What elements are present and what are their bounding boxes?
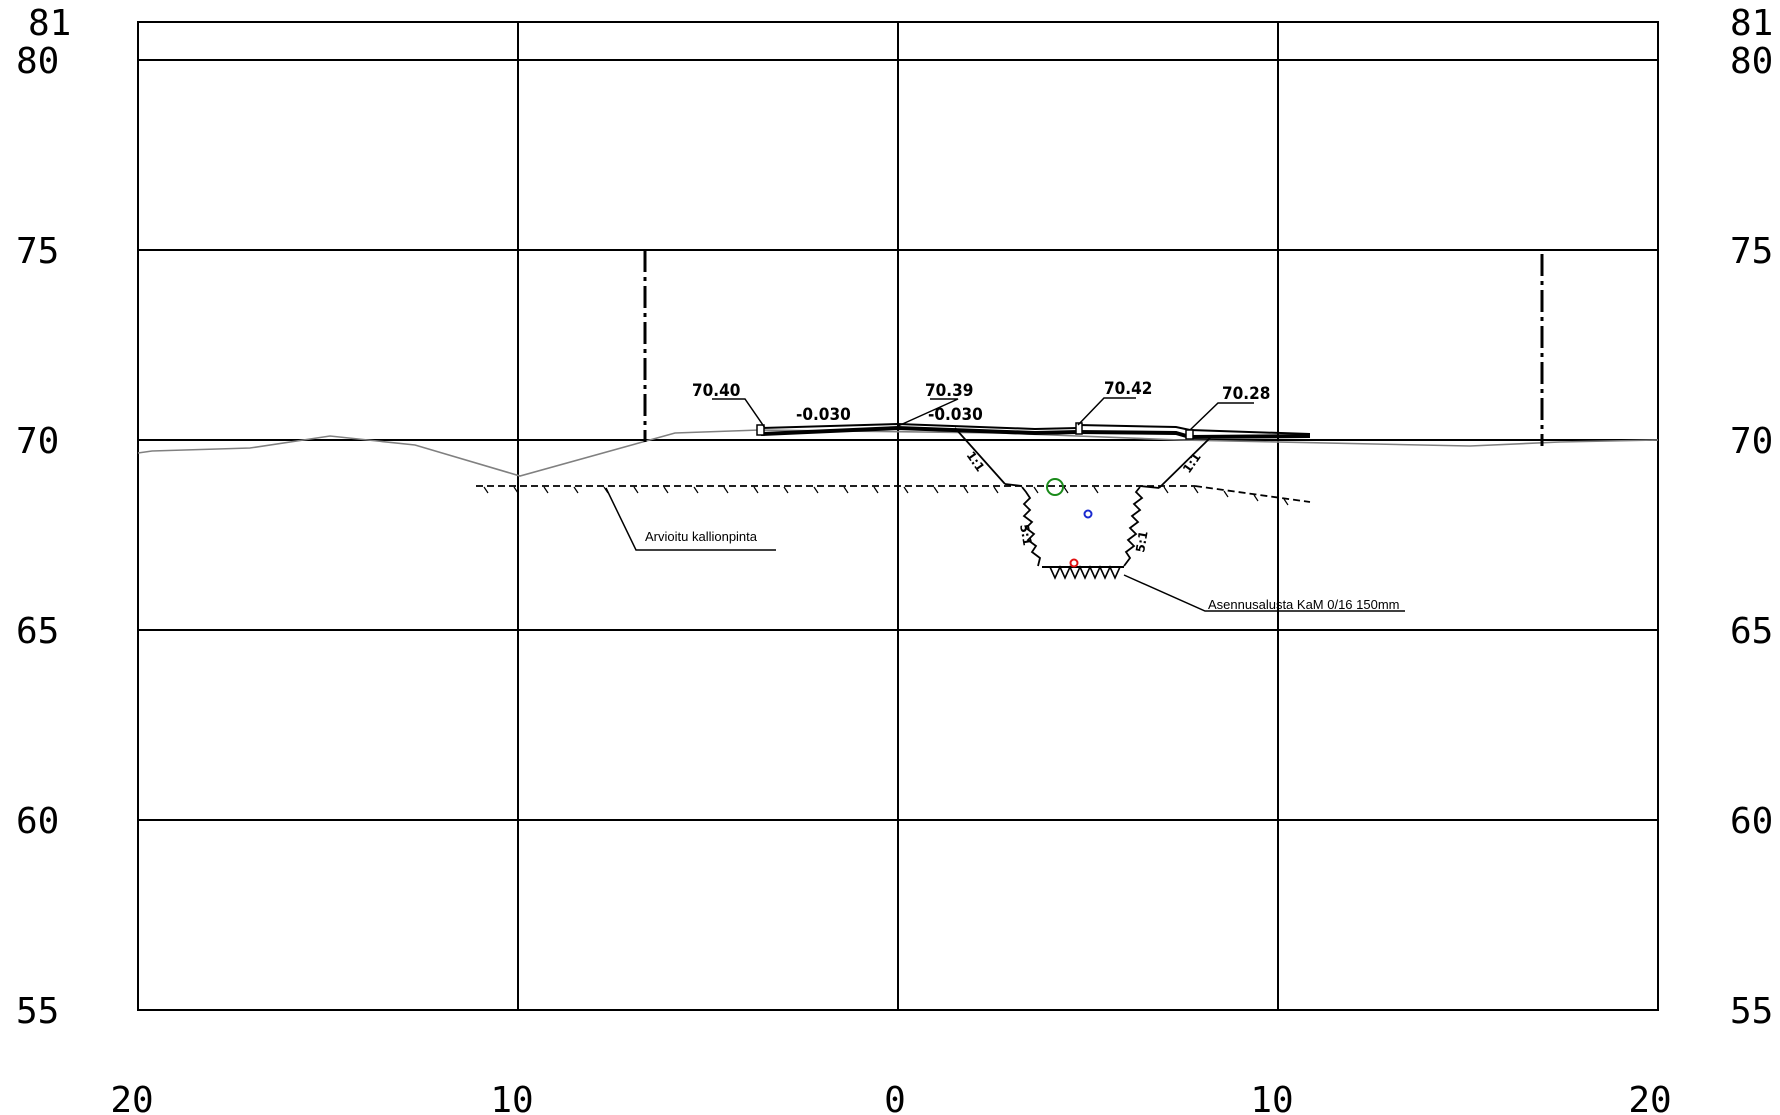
- y-tick-65-left: 65: [16, 611, 59, 652]
- y-tick-60-right: 60: [1730, 801, 1773, 842]
- elevation-label-right-curb: 70.42: [1077, 379, 1152, 426]
- curb-left-marker: [756, 424, 765, 436]
- y-tick-80-right: 80: [1730, 41, 1773, 82]
- curb-edge-marker: [1185, 429, 1194, 440]
- y-tick-81-left: 81: [28, 3, 71, 44]
- rock-surface-label: Arvioitu kallionpinta: [645, 529, 758, 544]
- x-tick-20-left: 20: [110, 1080, 153, 1115]
- elevation-label-center: 70.39: [897, 381, 973, 427]
- elevation-70-39: 70.39: [925, 381, 973, 401]
- trench-left-wall: [1021, 486, 1042, 567]
- y-tick-60-left: 60: [16, 801, 59, 842]
- crossfall-left: -0.030: [796, 405, 851, 425]
- elevation-label-right-edge: 70.28: [1189, 384, 1270, 431]
- x-tick-0: 0: [884, 1080, 906, 1115]
- y-tick-75-right: 75: [1730, 231, 1773, 272]
- y-axis-left: 81 80 75 70 65 60 55: [16, 3, 71, 1032]
- rock-surface-line-right: [1194, 485, 1311, 503]
- annotation-bedding: Asennusalusta KaM 0/16 150mm: [1123, 574, 1405, 612]
- crossfall-right: -0.030: [928, 405, 983, 425]
- elevation-label-left: 70.40: [692, 381, 766, 429]
- pipe-red: [1069, 558, 1079, 568]
- pipe-trench: [954, 427, 1211, 580]
- elevation-70-40: 70.40: [692, 381, 740, 401]
- y-tick-75-left: 75: [16, 231, 59, 272]
- y-tick-70-left: 70: [16, 421, 59, 462]
- x-tick-10-left: 10: [490, 1080, 533, 1115]
- pipe-blue: [1083, 509, 1093, 519]
- pipe-green: [1046, 478, 1064, 496]
- slope-trench-right: 5:1: [1133, 530, 1151, 554]
- bedding-label: Asennusalusta KaM 0/16 150mm: [1208, 597, 1400, 612]
- existing-ground-line: [137, 429, 1659, 477]
- y-tick-65-right: 65: [1730, 611, 1773, 652]
- y-tick-55-right: 55: [1730, 991, 1773, 1032]
- trench-right-wall: [1123, 486, 1144, 567]
- road-surface: [756, 422, 1311, 440]
- slope-fill-left: 1:1: [964, 449, 988, 475]
- elevation-70-28: 70.28: [1222, 384, 1270, 404]
- slope-trench-left: 5:1: [1017, 523, 1035, 547]
- x-tick-20-right: 20: [1628, 1080, 1671, 1115]
- elevation-70-42: 70.42: [1104, 379, 1152, 399]
- y-tick-81-right: 81: [1730, 3, 1773, 44]
- slope-fill-right: 1:1: [1180, 450, 1204, 476]
- x-tick-10-right: 10: [1250, 1080, 1293, 1115]
- y-tick-70-right: 70: [1730, 421, 1773, 462]
- y-tick-80-left: 80: [16, 41, 59, 82]
- grid: [137, 21, 1659, 1011]
- y-tick-55-left: 55: [16, 991, 59, 1032]
- annotation-rock-surface: Arvioitu kallionpinta: [605, 487, 776, 551]
- x-axis-bottom: 20 10 0 10 20: [110, 1080, 1671, 1115]
- y-axis-right: 81 80 75 70 65 60 55: [1730, 3, 1773, 1032]
- rock-surface-hatch: [483, 486, 1289, 506]
